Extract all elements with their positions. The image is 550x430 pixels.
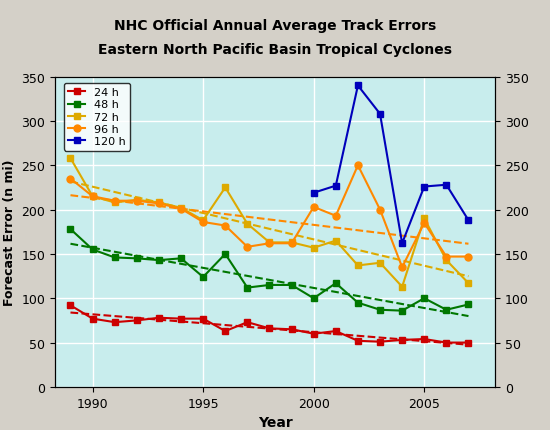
24 h [355,338,361,344]
24 h [200,316,206,322]
48 h [156,258,162,263]
24 h [134,318,140,323]
72 h [200,218,206,223]
48 h [67,227,74,232]
48 h [200,275,206,280]
120 h [310,190,317,196]
96 h [178,207,184,212]
Line: 96 h: 96 h [67,163,472,271]
72 h [112,200,118,206]
96 h [67,177,74,182]
120 h [421,184,427,190]
72 h [377,261,383,266]
120 h [377,112,383,117]
48 h [355,301,361,306]
24 h [67,303,74,308]
24 h [266,326,273,331]
48 h [244,286,251,291]
96 h [333,214,339,219]
24 h [112,320,118,325]
48 h [333,281,339,286]
48 h [465,302,472,307]
120 h [399,241,405,246]
72 h [333,239,339,244]
48 h [178,256,184,261]
96 h [156,201,162,206]
24 h [156,316,162,321]
48 h [310,296,317,301]
24 h [89,316,96,322]
Text: NHC Official Annual Average Track Errors: NHC Official Annual Average Track Errors [114,19,436,33]
72 h [67,156,74,161]
96 h [288,241,295,246]
48 h [421,296,427,301]
72 h [156,200,162,206]
24 h [421,337,427,342]
72 h [178,206,184,211]
48 h [443,307,450,313]
72 h [465,281,472,286]
48 h [112,255,118,261]
120 h [443,183,450,188]
24 h [310,332,317,337]
48 h [222,252,229,257]
96 h [89,194,96,200]
72 h [244,221,251,227]
96 h [244,245,251,250]
X-axis label: Year: Year [257,415,293,429]
24 h [178,316,184,322]
48 h [134,256,140,261]
96 h [266,241,273,246]
72 h [421,216,427,221]
72 h [222,185,229,190]
72 h [288,240,295,246]
72 h [399,285,405,290]
120 h [355,84,361,89]
96 h [134,199,140,204]
24 h [399,338,405,343]
48 h [288,283,295,288]
Legend: 24 h, 48 h, 72 h, 96 h, 120 h: 24 h, 48 h, 72 h, 96 h, 120 h [64,83,130,151]
72 h [355,263,361,268]
24 h [288,327,295,332]
24 h [244,320,251,325]
48 h [89,247,96,252]
120 h [465,218,472,223]
24 h [377,339,383,344]
Y-axis label: Forecast Error (n mi): Forecast Error (n mi) [3,159,16,305]
120 h [333,184,339,189]
24 h [443,340,450,345]
96 h [465,255,472,260]
Line: 48 h: 48 h [67,226,472,314]
96 h [112,199,118,204]
Line: 24 h: 24 h [67,302,472,346]
72 h [443,258,450,263]
48 h [377,307,383,313]
72 h [266,240,273,246]
96 h [443,255,450,260]
96 h [355,163,361,169]
24 h [333,329,339,334]
48 h [399,308,405,313]
72 h [89,194,96,200]
96 h [399,265,405,270]
96 h [421,221,427,226]
72 h [310,246,317,251]
Line: 72 h: 72 h [67,155,472,291]
24 h [222,329,229,334]
96 h [200,220,206,225]
72 h [134,198,140,203]
24 h [465,340,472,345]
48 h [266,283,273,288]
96 h [222,224,229,229]
96 h [310,205,317,210]
Line: 120 h: 120 h [310,83,472,247]
96 h [377,208,383,213]
Text: Eastern North Pacific Basin Tropical Cyclones: Eastern North Pacific Basin Tropical Cyc… [98,43,452,57]
